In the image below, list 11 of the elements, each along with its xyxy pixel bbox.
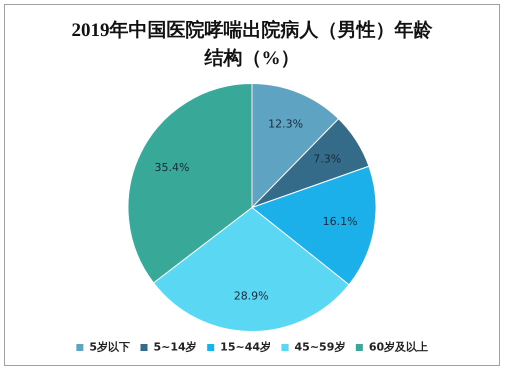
legend-label: 5~14岁 — [154, 340, 197, 354]
legend-label: 5岁以下 — [89, 340, 130, 354]
legend-label: 60岁及以上 — [368, 340, 428, 354]
legend-label: 45~59岁 — [294, 340, 346, 354]
data-label: 7.3% — [313, 152, 342, 166]
data-label: 28.9% — [234, 290, 269, 303]
data-label: 35.4% — [154, 160, 190, 174]
data-label: 16.1% — [322, 215, 358, 228]
legend-label: 15~44岁 — [220, 340, 272, 354]
data-label: 12.3% — [268, 118, 304, 131]
chart-title: 2019年中国医院哮喘出院病人（男性）年龄结构（%） — [70, 18, 434, 71]
